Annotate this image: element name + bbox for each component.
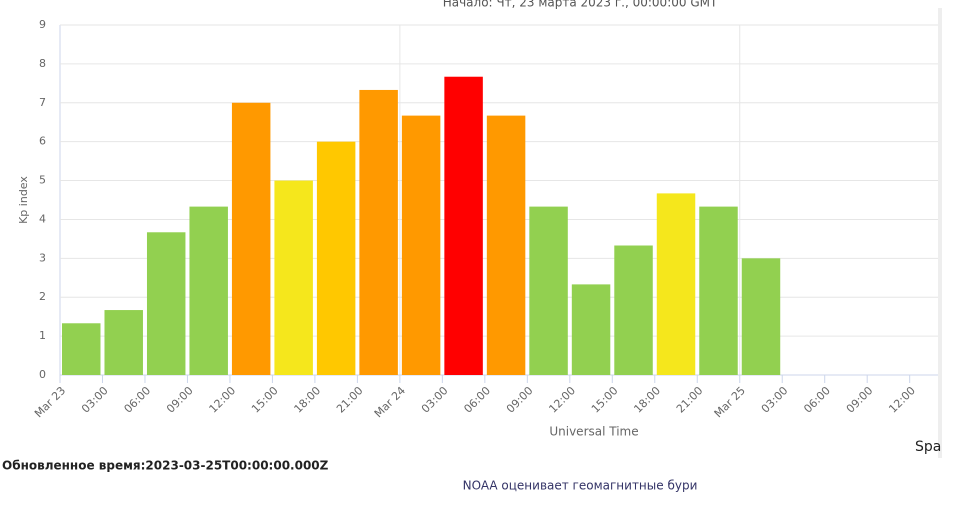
y-tick-label: 4 — [39, 212, 46, 225]
x-tick-label: 09:00 — [164, 384, 196, 416]
bar — [401, 115, 441, 375]
bar — [104, 310, 143, 375]
bar — [486, 115, 526, 375]
y-tick-label: 2 — [39, 290, 46, 303]
chart-title: Начало: Чт, 23 марта 2023 г., 00:00:00 G… — [443, 0, 718, 10]
bar — [316, 141, 356, 375]
bar — [189, 206, 228, 375]
bar — [741, 258, 781, 375]
bar — [444, 76, 483, 375]
x-tick-label: 12:00 — [886, 384, 918, 416]
y-tick-label: 9 — [39, 18, 46, 31]
x-tick-label: 18:00 — [631, 384, 663, 416]
bar — [359, 89, 398, 375]
updated-time: Обновленное время:2023-03-25T00:00:00.00… — [2, 459, 329, 473]
x-tick-label: Mar 24 — [372, 384, 408, 420]
bar — [656, 193, 696, 375]
bar — [231, 102, 271, 376]
x-tick-label: 09:00 — [844, 384, 876, 416]
y-tick-label: 3 — [39, 251, 46, 264]
x-tick-label: 06:00 — [122, 384, 154, 416]
x-tick-label: 12:00 — [546, 384, 578, 416]
footer: NOAA оценивает геомагнитные бури — [463, 479, 698, 493]
bar — [699, 206, 738, 375]
y-tick-label: 6 — [39, 135, 46, 148]
x-tick-label: 18:00 — [292, 384, 324, 416]
x-tick-label: 21:00 — [674, 384, 706, 416]
y-tick-label: 0 — [39, 368, 46, 381]
x-tick-label: 15:00 — [249, 384, 281, 416]
x-tick-label: Mar 23 — [32, 384, 68, 420]
x-tick-label: 03:00 — [79, 384, 111, 416]
bar — [571, 284, 611, 375]
x-tick-label: 09:00 — [504, 384, 536, 416]
x-tick-label: 06:00 — [801, 384, 833, 416]
y-tick-label: 1 — [39, 329, 46, 342]
bar — [62, 323, 101, 375]
bar — [146, 232, 186, 375]
y-axis-label: Kp index — [17, 176, 30, 224]
bar — [614, 245, 653, 375]
bar — [529, 206, 568, 375]
bar — [274, 180, 313, 375]
y-tick-label: 5 — [39, 174, 46, 187]
x-tick-label: 12:00 — [207, 384, 239, 416]
x-tick-label: 21:00 — [334, 384, 366, 416]
y-tick-label: 8 — [39, 57, 46, 70]
x-tick-label: 03:00 — [419, 384, 451, 416]
side-text: Spa — [915, 439, 941, 455]
x-tick-label: Mar 25 — [712, 384, 748, 420]
x-tick-label: 15:00 — [589, 384, 621, 416]
x-tick-label: 06:00 — [461, 384, 493, 416]
y-tick-label: 7 — [39, 96, 46, 109]
x-axis-label: Universal Time — [549, 425, 638, 439]
panel-edge — [938, 8, 942, 458]
x-tick-label: 03:00 — [759, 384, 791, 416]
